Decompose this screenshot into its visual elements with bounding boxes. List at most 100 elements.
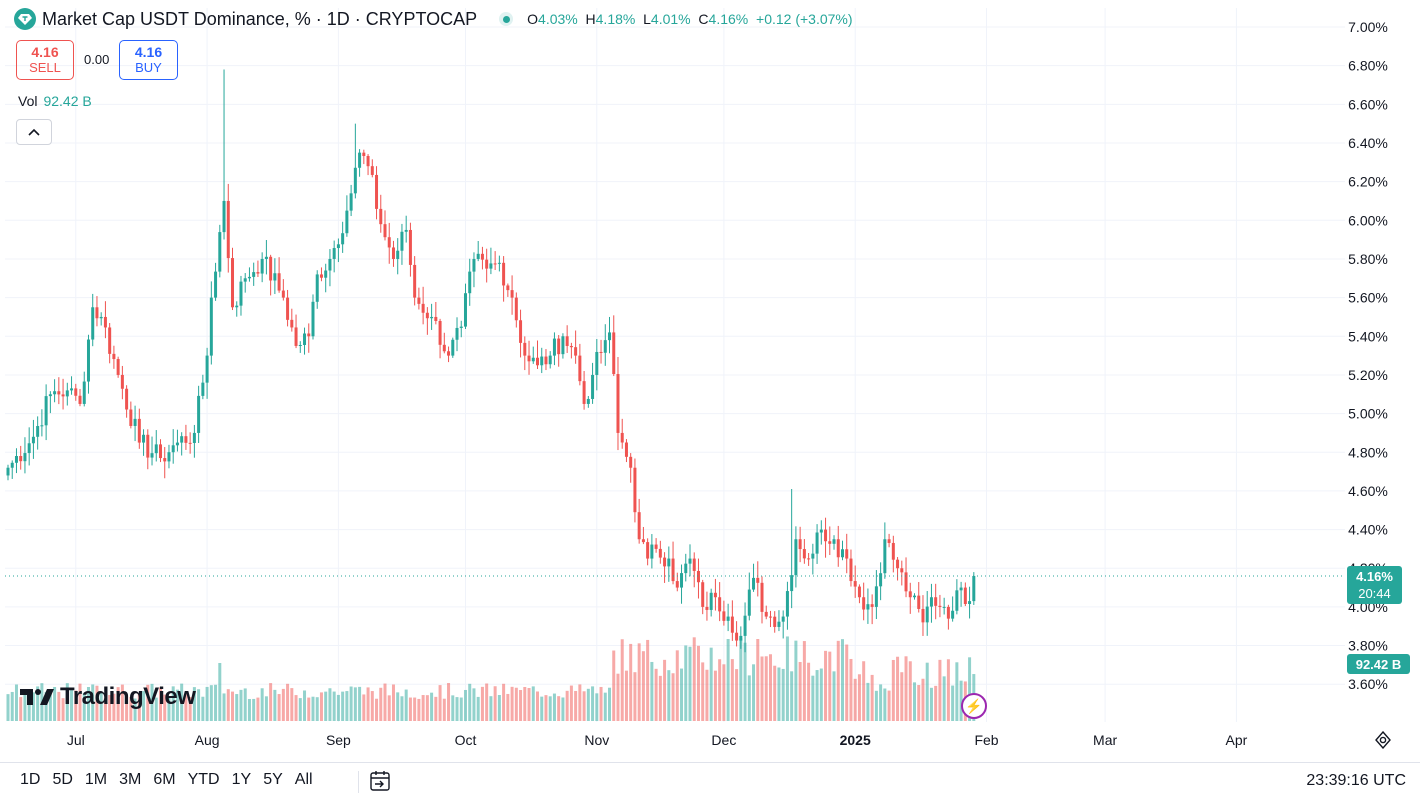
candle-body <box>828 541 832 544</box>
volume-bar <box>917 685 921 721</box>
volume-bar <box>955 662 959 721</box>
candle-body <box>624 442 628 457</box>
volume-bar <box>510 686 514 721</box>
y-tick-label: 4.60% <box>1348 483 1388 499</box>
candle-body <box>57 391 61 395</box>
candle-body <box>201 382 205 396</box>
volume-bar <box>904 656 908 721</box>
candle-body <box>303 333 307 346</box>
candle-body <box>489 263 493 269</box>
candle-body <box>116 359 120 375</box>
candle-body <box>633 467 637 513</box>
buy-button[interactable]: 4.16 BUY <box>119 40 178 80</box>
candle-body <box>383 224 387 238</box>
volume-bar <box>824 650 828 721</box>
candle-body <box>599 351 603 353</box>
candle-body <box>536 357 539 366</box>
candle-body <box>582 381 586 404</box>
utc-clock[interactable]: 23:39:16 UTC <box>1306 772 1406 789</box>
candle-body <box>692 558 696 571</box>
x-tick-label: Jul <box>67 732 85 748</box>
volume-bar <box>675 650 679 721</box>
candle-body <box>862 597 866 610</box>
volume-bar <box>19 697 23 721</box>
candle-body <box>459 326 463 328</box>
range-5y-button[interactable]: 5Y <box>263 771 283 788</box>
volume-bar <box>709 647 713 721</box>
volume-bar <box>485 683 489 721</box>
candle-body <box>485 259 489 269</box>
volume-bar <box>442 698 446 721</box>
candle-body <box>671 558 675 582</box>
candle-body <box>514 297 518 321</box>
volume-bar <box>328 688 332 721</box>
volume-bar <box>430 692 434 721</box>
range-1y-button[interactable]: 1Y <box>231 771 252 788</box>
volume-bar <box>828 651 832 721</box>
volume-bar <box>209 685 213 721</box>
volume-bar <box>86 687 90 721</box>
candle-body <box>603 340 607 353</box>
candle-body <box>243 278 247 282</box>
date-range-icon[interactable] <box>368 769 392 793</box>
volume-bar <box>760 656 764 721</box>
volume-bar <box>908 661 912 721</box>
lightning-icon[interactable]: ⚡ <box>961 693 987 719</box>
candle-body <box>324 270 328 278</box>
collapse-legend-button[interactable] <box>16 119 52 145</box>
range-ytd-button[interactable]: YTD <box>187 771 220 788</box>
candle-body <box>569 345 573 348</box>
candle-body <box>264 256 268 259</box>
candle-body <box>735 632 739 641</box>
volume-bar <box>298 698 302 721</box>
volume-bar <box>192 687 196 721</box>
volume-bar <box>332 691 336 721</box>
volume-bar <box>819 668 823 721</box>
volume-bar <box>383 683 387 721</box>
tradingview-logo[interactable]: TradingView <box>20 683 196 711</box>
volume-bar <box>103 697 107 721</box>
candle-body <box>252 272 256 277</box>
candlestick-chart[interactable]: 7.00% 6.80% 6.60% 6.40% 6.20% 6.00% 5.80% 5.60%… <box>0 0 1420 762</box>
volume-bar <box>108 694 112 721</box>
volume-bar <box>925 662 929 721</box>
volume-bar <box>281 688 285 721</box>
candle-body <box>658 548 662 558</box>
volume-bar <box>315 697 319 721</box>
volume-bar <box>205 686 209 721</box>
range-5d-button[interactable]: 5D <box>52 771 73 788</box>
range-1d-button[interactable]: 1D <box>20 771 41 788</box>
symbol-title[interactable]: Market Cap USDT Dominance, % · 1D · CRYP… <box>42 8 478 29</box>
usdt-logo-icon <box>14 8 36 30</box>
range-3m-button[interactable]: 3M <box>119 771 142 788</box>
volume-bar <box>57 691 61 721</box>
range-1m-button[interactable]: 1M <box>84 771 108 788</box>
candle-body <box>391 247 395 259</box>
volume-bar <box>637 643 641 721</box>
sell-button[interactable]: 4.16 SELL <box>16 40 74 80</box>
candle-body <box>857 586 861 598</box>
volume-bar <box>158 687 162 721</box>
volume-bar <box>303 690 307 721</box>
candle-body <box>205 355 209 383</box>
volume-bar <box>197 689 201 721</box>
candle-body <box>955 590 959 611</box>
candle-body <box>290 319 294 328</box>
volume-bar <box>311 696 315 721</box>
volume-bar <box>27 691 31 721</box>
range-all-button[interactable]: All <box>294 771 313 788</box>
y-tick-label: 6.60% <box>1348 96 1388 112</box>
y-tick-label: 7.00% <box>1348 19 1388 35</box>
volume-bar <box>502 683 506 721</box>
candle-body <box>523 342 527 356</box>
candle-body <box>552 338 556 356</box>
settings-icon[interactable] <box>1373 730 1393 750</box>
candle-body <box>819 529 823 533</box>
candle-body <box>447 351 451 356</box>
volume-bar <box>120 684 124 721</box>
volume-bar <box>163 694 167 721</box>
range-6m-button[interactable]: 6M <box>153 771 176 788</box>
volume-bar <box>599 686 603 721</box>
market-status-icon[interactable] <box>499 12 514 26</box>
candle-body <box>713 592 717 598</box>
